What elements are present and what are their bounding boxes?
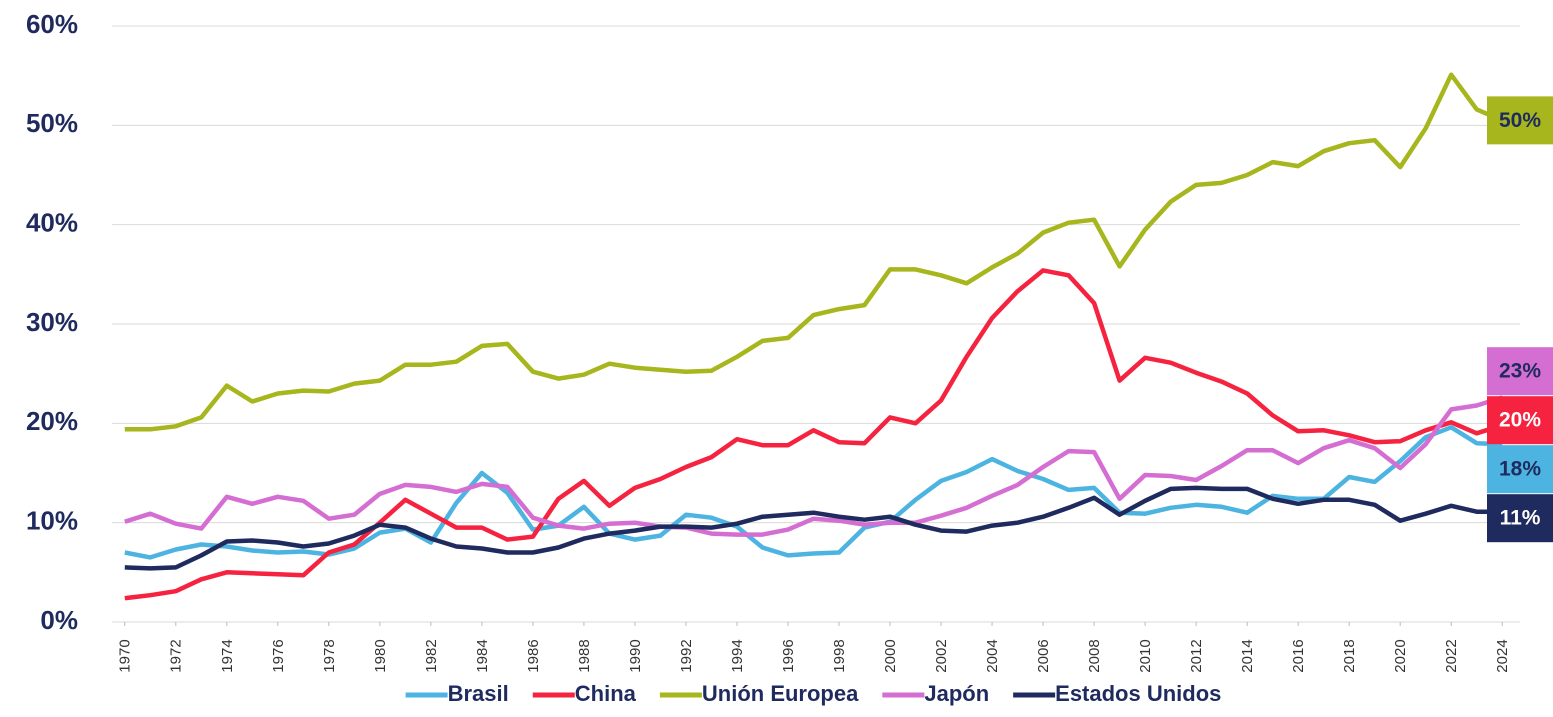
y-tick-label: 20%	[26, 406, 78, 436]
x-tick-label: 2018	[1341, 639, 1358, 672]
x-tick-label: 1980	[372, 639, 389, 672]
x-tick-label: 1982	[423, 639, 440, 672]
x-tick-label: 2008	[1086, 639, 1103, 672]
y-tick-label: 50%	[26, 108, 78, 138]
legend-label: China	[575, 681, 637, 706]
end-label: 50%	[1499, 109, 1541, 132]
x-tick-label: 2002	[933, 639, 950, 672]
end-label-box	[1487, 347, 1553, 396]
x-tick-label: 1976	[270, 639, 287, 672]
x-tick-label: 1986	[525, 639, 542, 672]
x-tick-label: 2024	[1494, 639, 1511, 672]
end-label-box	[1487, 396, 1553, 445]
x-tick-label: 2020	[1392, 639, 1409, 672]
end-label-box	[1487, 96, 1553, 145]
y-tick-label: 60%	[26, 9, 78, 39]
series-line	[124, 268, 1503, 601]
y-tick-label: 30%	[26, 307, 78, 337]
series-line	[124, 395, 1503, 537]
x-tick-label: 1990	[627, 639, 644, 672]
x-tick-label: 1974	[219, 639, 236, 672]
end-label: 11%	[1500, 507, 1541, 530]
end-label: 20%	[1499, 409, 1541, 432]
end-label: 18%	[1499, 458, 1541, 481]
x-tick-label: 2000	[882, 639, 899, 672]
x-tick-label: 2016	[1290, 639, 1307, 672]
end-label: 23%	[1499, 360, 1541, 383]
legend-label: Unión Europea	[702, 681, 859, 706]
x-tick-label: 1996	[780, 639, 797, 672]
x-tick-label: 2010	[1137, 639, 1154, 672]
x-tick-label: 1984	[474, 639, 491, 672]
x-tick-label: 1994	[729, 639, 746, 672]
x-tick-label: 1998	[831, 639, 848, 672]
legend: Brasil China Unión Europea Japón Estados Uni…	[405, 681, 1221, 706]
x-tick-label: 1970	[117, 639, 134, 672]
series-line	[124, 425, 1503, 560]
x-tick-label: 2014	[1239, 639, 1256, 672]
series-line	[124, 72, 1504, 432]
y-tick-label: 10%	[26, 506, 78, 536]
end-label-box	[1487, 445, 1553, 494]
x-tick-label: 1972	[168, 639, 185, 672]
legend-label: Japón	[924, 681, 989, 706]
x-tick-label: 2022	[1443, 639, 1460, 672]
legend-label: Estados Unidos	[1055, 681, 1221, 706]
series-line	[124, 485, 1503, 571]
legend-label: Brasil	[448, 681, 509, 706]
y-tick-label: 0%	[40, 605, 78, 635]
y-tick-label: 40%	[26, 208, 78, 238]
x-tick-label: 2012	[1188, 639, 1205, 672]
x-tick-label: 1992	[678, 639, 695, 672]
x-tick-label: 2006	[1035, 639, 1052, 672]
end-label-box	[1487, 494, 1553, 543]
x-tick-label: 1988	[576, 639, 593, 672]
x-tick-label: 1978	[321, 639, 338, 672]
x-tick-label: 2004	[984, 639, 1001, 672]
